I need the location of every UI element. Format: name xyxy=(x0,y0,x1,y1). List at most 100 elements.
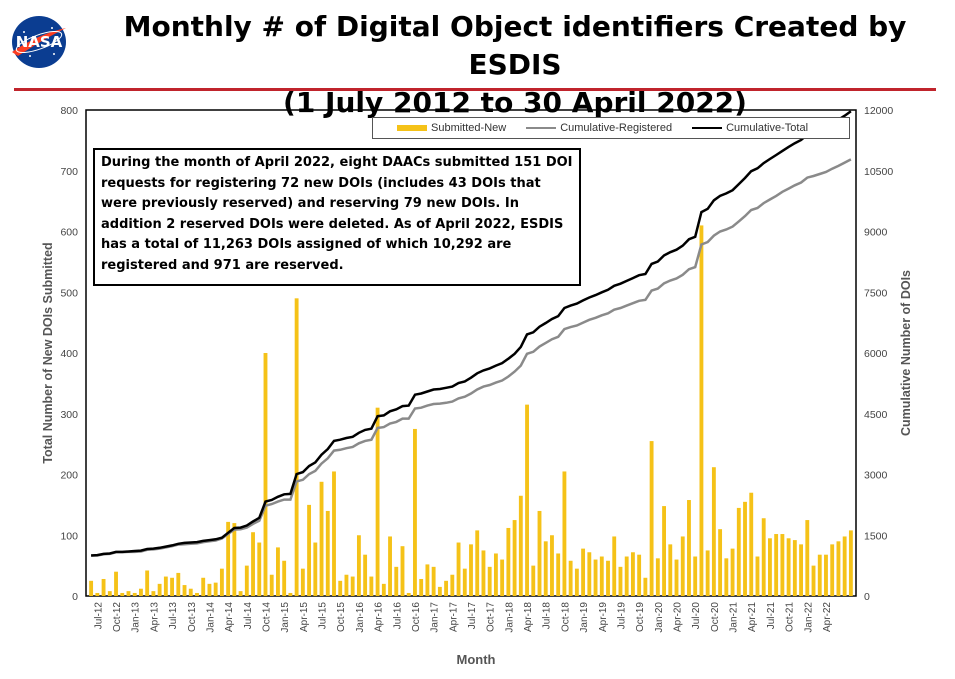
summary-note: During the month of April 2022, eight DA… xyxy=(93,148,581,286)
x-tick-label: Apr-19 xyxy=(598,602,609,632)
y-axis-left: 0 100 200 300 400 500 600 700 800 xyxy=(60,105,78,603)
x-tick-label: Apr-18 xyxy=(523,602,534,632)
bar xyxy=(606,560,610,596)
bar xyxy=(630,552,635,596)
bar xyxy=(469,544,473,596)
bar xyxy=(388,536,392,596)
bar xyxy=(251,532,255,596)
x-tick-label: Oct-14 xyxy=(262,602,273,632)
bar xyxy=(574,568,579,596)
y2-tick-label: 10500 xyxy=(864,166,893,178)
y2-tick-label: 4500 xyxy=(864,409,888,421)
cumulative-total-line xyxy=(91,110,852,557)
chart-legend: Submitted-New Cumulative-Registered Cumu… xyxy=(372,117,850,139)
bar xyxy=(724,558,729,596)
bar xyxy=(188,588,193,596)
bar xyxy=(219,568,224,596)
bar xyxy=(581,548,586,596)
x-tick-label: Jul-15 xyxy=(318,602,329,630)
bar xyxy=(145,570,150,596)
bar xyxy=(848,530,853,596)
bar-series xyxy=(89,225,853,597)
legend-label: Submitted-New xyxy=(431,122,507,134)
bar xyxy=(394,566,399,596)
bar xyxy=(356,535,361,596)
x-tick-label: Apr-15 xyxy=(299,602,310,632)
bar xyxy=(375,407,380,596)
bar xyxy=(288,592,293,596)
bar xyxy=(182,585,187,596)
bar xyxy=(711,467,716,596)
x-tick-label: Oct-21 xyxy=(785,602,796,632)
bar xyxy=(207,583,212,596)
x-tick-label: Oct-18 xyxy=(560,602,571,632)
bar xyxy=(487,566,492,596)
bar xyxy=(101,578,106,596)
bar xyxy=(674,559,679,596)
x-axis-label: Month xyxy=(457,652,496,667)
y-axis-right: 0 1500 3000 4500 6000 7500 9000 10500 12000 xyxy=(864,105,893,603)
bar xyxy=(139,588,143,596)
x-tick-label: Jul-19 xyxy=(617,602,628,630)
legend-label: Cumulative-Total xyxy=(726,122,809,134)
bar xyxy=(332,471,336,596)
x-tick-label: Jul-16 xyxy=(392,602,403,630)
bar xyxy=(624,556,629,596)
bar xyxy=(556,553,561,596)
x-tick-label: Oct-12 xyxy=(112,602,123,632)
bar xyxy=(107,591,112,596)
bar xyxy=(749,492,754,596)
bar xyxy=(419,578,424,596)
legend-swatch-bar xyxy=(397,125,427,131)
bar xyxy=(811,565,816,596)
bar xyxy=(562,471,567,596)
y-axis-label: Total Number of New DOIs Submitted xyxy=(41,242,55,463)
bar xyxy=(319,481,324,596)
y-tick-label: 500 xyxy=(60,287,78,299)
x-tick-label: Oct-15 xyxy=(336,602,347,632)
bar xyxy=(643,577,648,596)
y-tick-label: 300 xyxy=(60,409,78,421)
bar xyxy=(780,534,785,596)
bar xyxy=(450,574,455,596)
bar xyxy=(817,554,822,596)
bar xyxy=(475,530,480,596)
bar xyxy=(307,504,312,596)
x-tick-label: Jan-15 xyxy=(280,602,291,633)
bar xyxy=(792,540,797,596)
legend-swatch-line xyxy=(692,127,723,129)
y2-tick-label: 0 xyxy=(864,591,870,603)
x-tick-label: Jan-19 xyxy=(579,602,590,633)
bar xyxy=(668,544,673,596)
bar xyxy=(662,506,666,596)
y-tick-label: 800 xyxy=(60,105,78,117)
bar xyxy=(736,507,741,596)
bar xyxy=(294,298,299,596)
x-tick-label: Jul-13 xyxy=(168,602,179,630)
x-tick-label: Apr-22 xyxy=(822,602,833,632)
bar xyxy=(95,592,100,596)
bar xyxy=(518,495,523,596)
bar xyxy=(500,559,505,596)
bar xyxy=(413,428,417,596)
bar xyxy=(338,580,343,596)
bar xyxy=(493,553,498,596)
bar xyxy=(444,580,449,596)
bar xyxy=(195,592,199,596)
y2-tick-label: 6000 xyxy=(864,348,888,360)
y2-tick-label: 3000 xyxy=(864,470,888,482)
x-tick-label: Jan-13 xyxy=(131,602,142,633)
bar xyxy=(693,556,698,596)
x-tick-label: Oct-13 xyxy=(187,602,198,632)
x-tick-label: Jan-18 xyxy=(504,602,515,633)
bar xyxy=(257,542,262,596)
bar xyxy=(269,574,274,596)
bar xyxy=(730,548,735,596)
bar xyxy=(300,568,305,596)
x-tick-label: Oct-17 xyxy=(486,602,497,632)
bar xyxy=(512,520,517,596)
x-tick-label: Jul-12 xyxy=(93,602,104,630)
bar xyxy=(437,586,442,596)
y2-tick-label: 12000 xyxy=(864,105,893,117)
bar xyxy=(282,560,287,596)
